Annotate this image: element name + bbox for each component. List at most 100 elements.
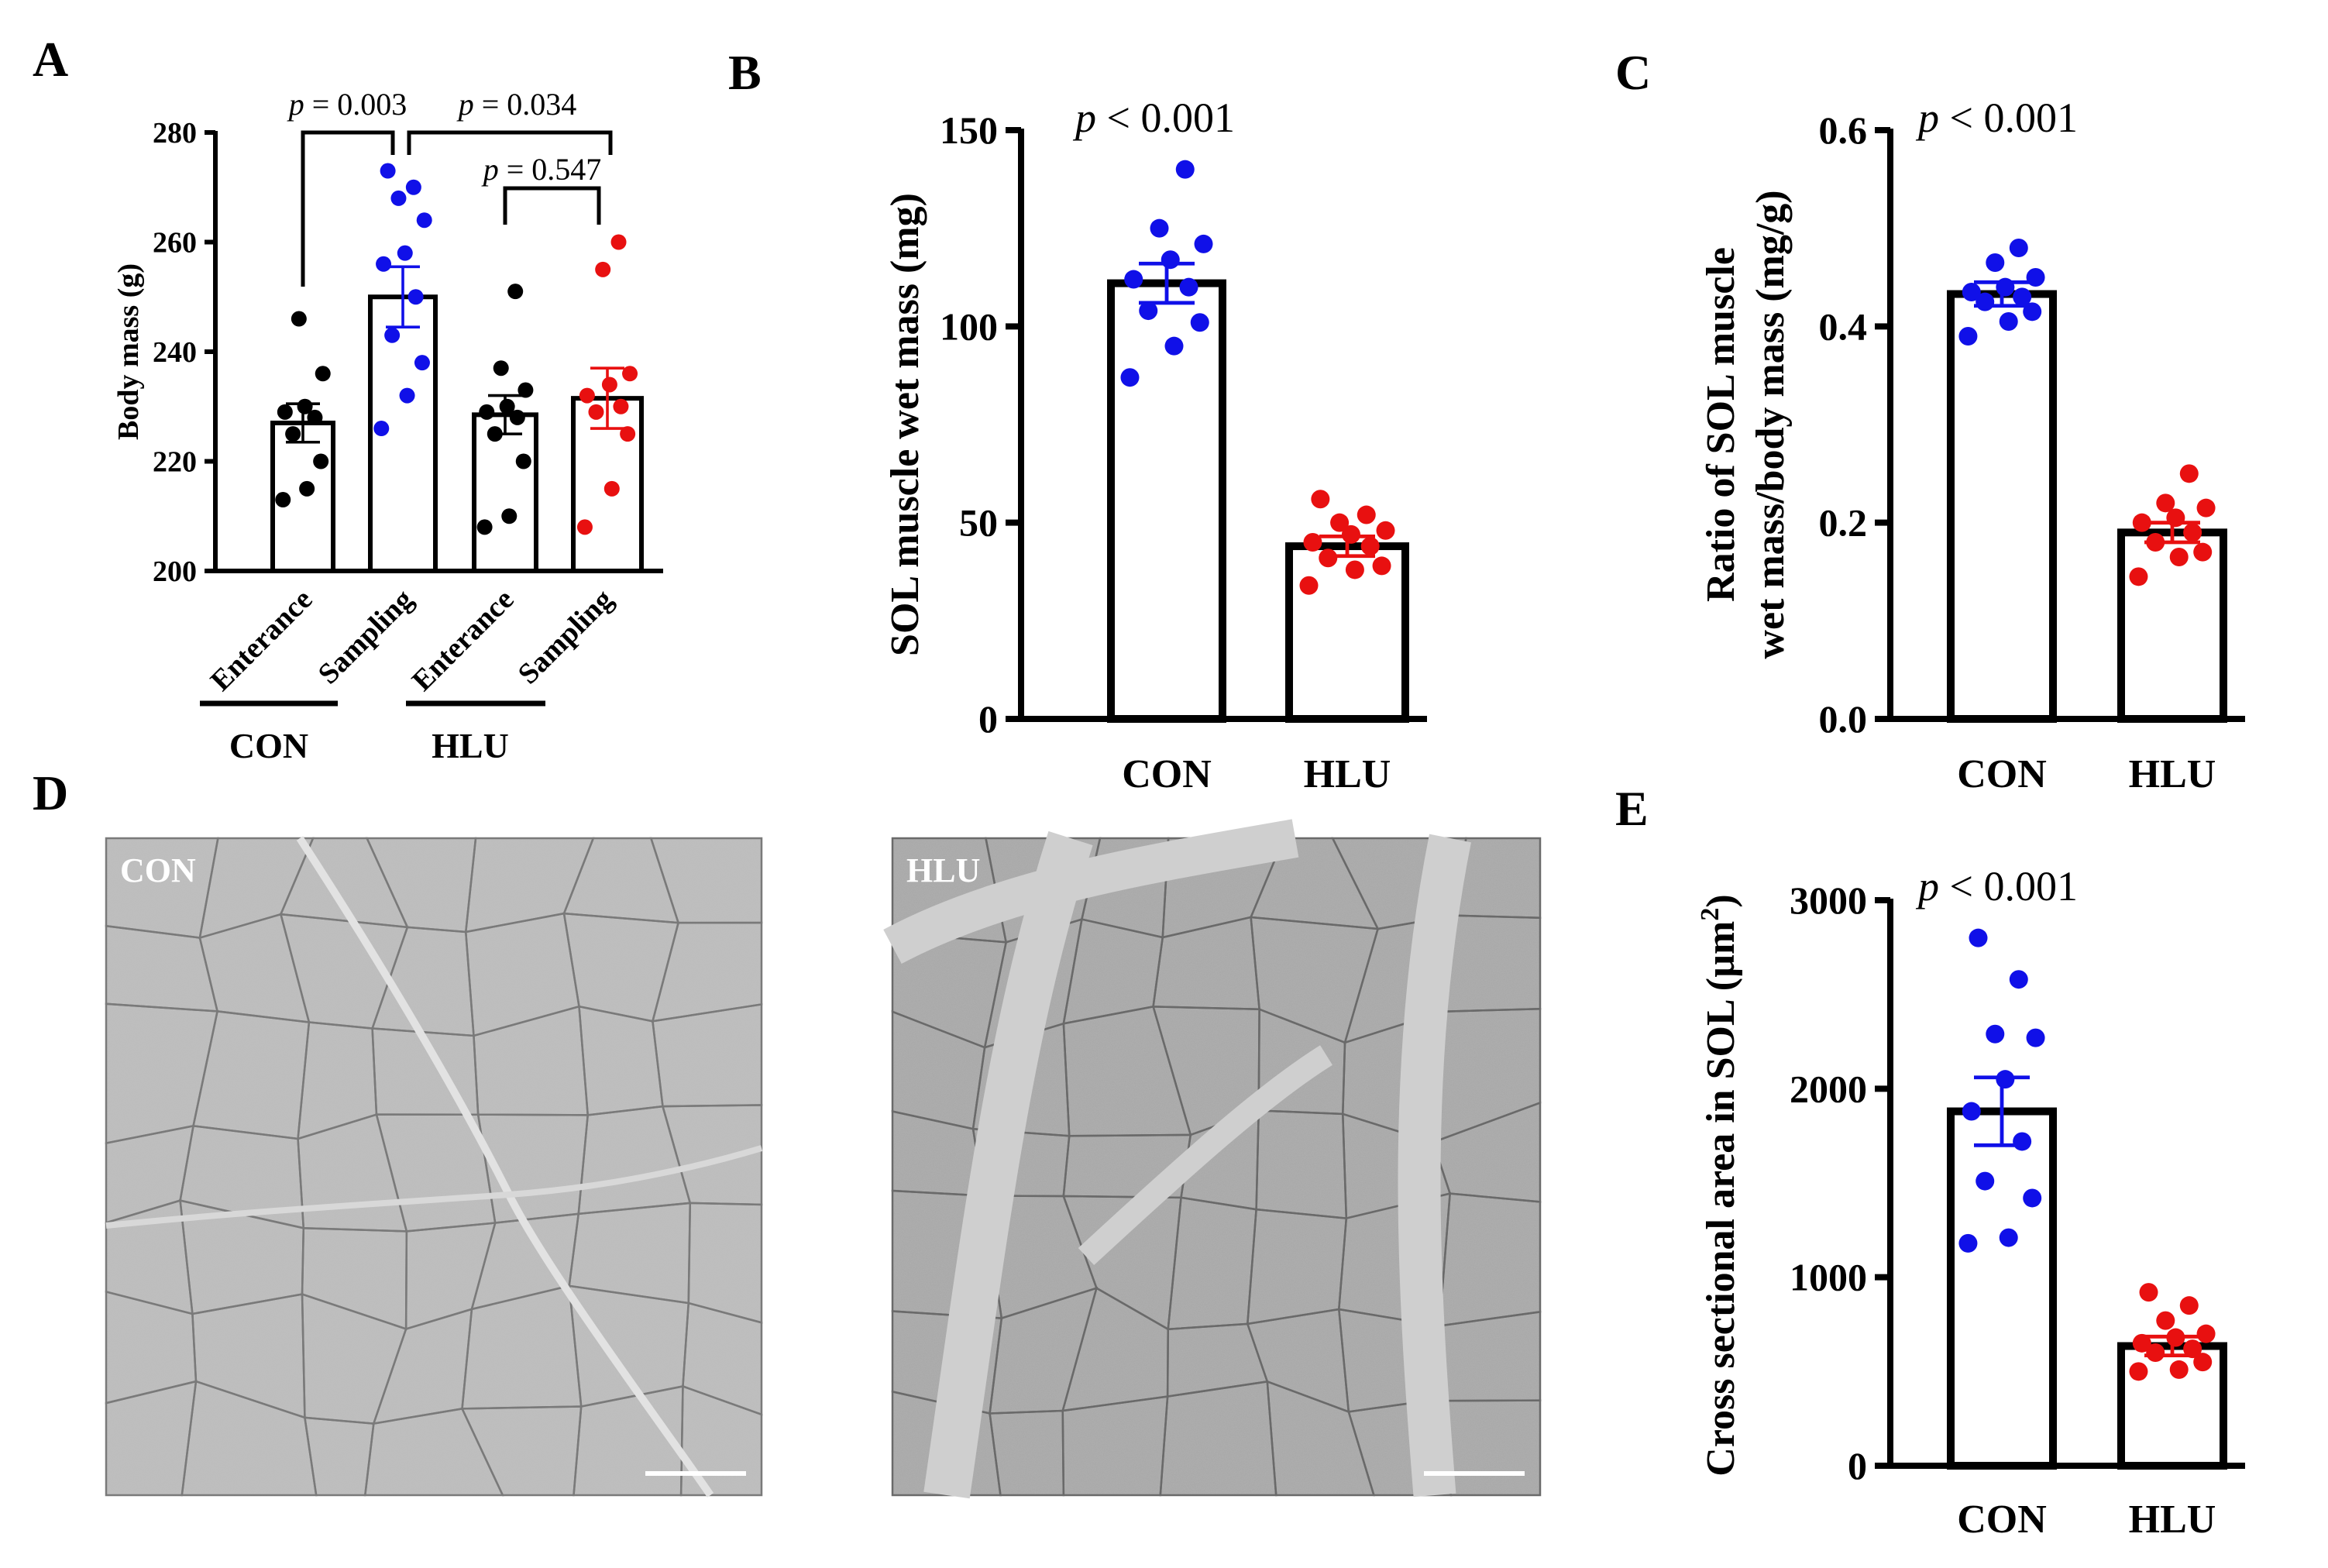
data-point-e — [2139, 1283, 2158, 1302]
data-point-e — [1969, 928, 1988, 947]
x-category-label-a: Enterance — [406, 583, 521, 698]
y-tick-label-a: 260 — [153, 227, 197, 260]
data-point-e — [2023, 1188, 2042, 1208]
data-point-e — [2183, 1339, 2202, 1359]
data-point-a — [297, 398, 313, 414]
data-point-a — [479, 404, 495, 420]
data-point-a — [399, 387, 415, 404]
micrograph-label: CON — [120, 851, 196, 889]
data-point-a — [414, 355, 430, 371]
data-point-b — [1299, 576, 1319, 595]
data-point-a — [620, 426, 636, 442]
micrograph-hlu: HLU — [883, 819, 1542, 1499]
data-point-e — [2156, 1311, 2175, 1330]
data-point-e — [2179, 1296, 2199, 1315]
connective-band — [923, 830, 1093, 1499]
p-value-text: = 0.034 — [474, 87, 577, 122]
data-point-b — [1164, 336, 1184, 356]
y-axis-label-e-superscript: 2 — [1696, 908, 1725, 921]
data-point-a — [603, 480, 620, 497]
panel-letter-d: D — [33, 765, 68, 820]
y-axis-label-e-text: Cross sectional area in SOL (µm — [1699, 921, 1743, 1477]
data-point-b — [1360, 537, 1380, 556]
data-point-a — [277, 404, 293, 420]
y-axis-label-e-end: ) — [1699, 894, 1743, 907]
data-point-c — [2193, 542, 2213, 562]
data-point-b — [1345, 560, 1364, 579]
connective-band — [105, 1145, 763, 1229]
y-axis-label-c-line1: Ratio of SOL muscle — [1699, 247, 1743, 602]
data-point-a — [595, 261, 611, 277]
data-point-b — [1120, 368, 1140, 387]
x-category-label-a: Sampling — [512, 583, 620, 691]
data-point-a — [380, 163, 396, 179]
y-tick-label-b: 150 — [940, 108, 998, 152]
data-point-a — [291, 311, 307, 327]
x-category-label-e: CON — [1957, 1498, 2047, 1542]
data-point-a — [384, 327, 401, 343]
data-point-b — [1179, 277, 1198, 297]
connective-band — [1398, 834, 1471, 1498]
panel-letters: A B C D E — [33, 32, 1651, 836]
data-point-b — [1190, 313, 1209, 332]
data-point-b — [1139, 301, 1158, 321]
data-point-b — [1376, 521, 1395, 540]
micrograph-label: HLU — [906, 851, 980, 889]
data-point-c — [2013, 287, 2032, 307]
bar-e — [1947, 1107, 2057, 1470]
data-point-a — [601, 377, 617, 393]
p-symbol: p — [481, 152, 499, 187]
comparison-label-2: p = 0.034 — [456, 87, 577, 122]
x-category-label-a: Sampling — [312, 583, 420, 691]
data-point-a — [307, 409, 323, 425]
micrograph-layer: CON HLU — [105, 819, 1542, 1499]
data-point-e — [2132, 1333, 2151, 1353]
data-point-e — [2129, 1362, 2148, 1381]
p-value-text: = 0.547 — [499, 152, 602, 187]
data-point-e — [2009, 970, 2028, 989]
data-point-a — [285, 426, 301, 442]
y-axis-label-a: Body mass (g) — [112, 263, 145, 440]
p-symbol: p — [1915, 95, 1939, 141]
y-tick-label-e: 2000 — [1790, 1067, 1867, 1110]
data-point-b — [1124, 270, 1143, 289]
data-point-a — [376, 256, 392, 272]
data-point-c — [2196, 498, 2216, 518]
y-tick-label-e: 0 — [1848, 1444, 1867, 1487]
comparison-bracket-3 — [503, 186, 601, 225]
panel-letter-c: C — [1615, 45, 1651, 100]
p-value-b: p < 0.001 — [1072, 95, 1235, 141]
y-tick-label-c: 0.6 — [1819, 108, 1868, 152]
p-value-text: < 0.001 — [1939, 863, 2078, 910]
p-symbol: p — [287, 87, 304, 122]
y-axis-label-e: Cross sectional area in SOL (µm2) — [1696, 894, 1743, 1476]
comparison-label-3: p = 0.547 — [481, 152, 602, 187]
data-point-b — [1330, 513, 1350, 532]
data-point-c — [2179, 464, 2199, 483]
x-category-label-e: HLU — [2129, 1498, 2216, 1542]
x-category-label-b: HLU — [1304, 752, 1391, 796]
comparison-label-1: p = 0.003 — [287, 87, 407, 122]
data-point-c — [2156, 493, 2175, 513]
data-point-a — [373, 421, 390, 437]
y-tick-label-b: 0 — [978, 697, 998, 741]
bar-a — [472, 412, 538, 573]
group-label-hlu: HLU — [432, 726, 509, 765]
bar-c — [1947, 290, 2057, 723]
panel-letter-a: A — [33, 32, 68, 87]
y-tick-label-e: 1000 — [1790, 1256, 1867, 1299]
data-point-a — [613, 398, 629, 414]
data-point-e — [2196, 1324, 2216, 1343]
y-tick-label-b: 50 — [959, 501, 998, 545]
data-point-c — [2026, 268, 2045, 287]
data-point-b — [1357, 505, 1376, 524]
data-point-e — [1999, 1228, 2018, 1247]
data-point-e — [1996, 1070, 2015, 1089]
data-point-e — [1958, 1233, 1978, 1253]
y-tick-label-a: 200 — [153, 555, 197, 588]
bar-c — [2117, 528, 2227, 723]
y-tick-label-a: 240 — [153, 336, 197, 369]
data-point-e — [2169, 1360, 2189, 1379]
p-symbol: p — [1072, 95, 1096, 141]
